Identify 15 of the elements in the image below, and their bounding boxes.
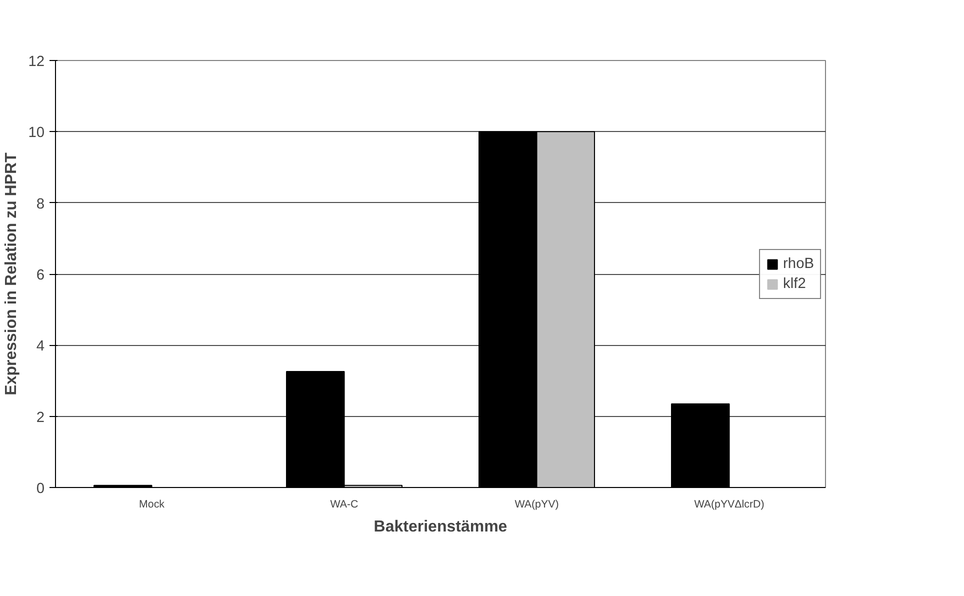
y-tick-label: 6 [36, 268, 45, 284]
y-tick-label: 10 [28, 125, 45, 142]
legend-label: rhoB [783, 256, 814, 272]
x-tick-label: Mock [139, 498, 166, 510]
y-tick-label: 4 [36, 338, 45, 355]
y-tick-label: 0 [36, 481, 45, 497]
y-tick-label: 12 [28, 54, 45, 70]
y-tick-label: 2 [36, 410, 45, 426]
x-tick-label: WA(pYV) [514, 498, 559, 510]
x-axis-title: Bakterienstämme [374, 518, 508, 536]
legend-label: klf2 [783, 276, 806, 292]
y-tick-label: 8 [36, 196, 45, 212]
y-axis-title: Expression in Relation zu HPRT [3, 152, 20, 396]
x-tick-label: WA-C [330, 498, 359, 510]
x-tick-label: WA(pYVΔlcrD) [694, 498, 764, 510]
